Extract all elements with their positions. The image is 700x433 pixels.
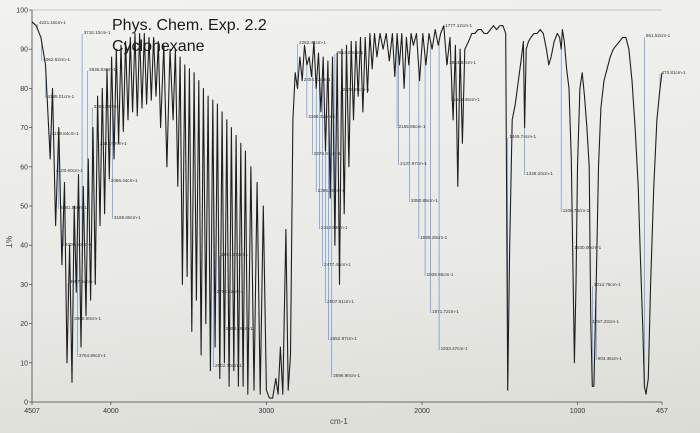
x-tick-label: 3000 (259, 408, 275, 415)
peak-label: 4100.60cm-1 (56, 168, 83, 173)
peak-label: 3716.10cm-1 (84, 30, 111, 35)
y-tick-label: 70 (20, 125, 28, 132)
peak-label: 3957.64cm-1 (70, 279, 97, 284)
y-tick-label: 90 (20, 47, 28, 54)
peak-label: 4062.62cm-1 (43, 57, 70, 62)
peak-label: 1929.56cm-1 (427, 272, 454, 277)
peak-label: 861.52cm-1 (646, 33, 671, 38)
peak-label: 2282.41cm-1 (299, 40, 326, 45)
x-tick-label: 4507 (24, 408, 40, 415)
peak-label: 2155.65cm-1 (399, 124, 426, 129)
peak-label: 2613.03cm-1 (336, 50, 363, 55)
peak-label: 4169.84cm-1 (52, 131, 79, 136)
x-tick-label: 4000 (103, 408, 119, 415)
peak-label: 3166.66cm-1 (114, 215, 141, 220)
y-tick-label: 0 (24, 400, 28, 407)
peak-label: 2376.81cm-1 (314, 151, 341, 156)
peak-label: 1108.79cm-1 (563, 208, 590, 213)
peak-label: 1871.72cm-1 (432, 309, 459, 314)
y-tick-label: 100 (16, 8, 28, 15)
peak-label: 4221.18cm-1 (39, 20, 66, 25)
x-tick-label: 1000 (570, 408, 586, 415)
peak-label: 1349.20cm-1 (526, 171, 553, 176)
y-tick-label: 60 (20, 164, 28, 171)
chart-subtitle: Cyclohexane (112, 38, 205, 55)
chart-title: Phys. Chem. Exp. 2.2 (112, 17, 267, 34)
peak-label: 3636.83cm-1 (89, 67, 116, 72)
peak-label: 2552.97cm-1 (330, 336, 357, 341)
peak-label: 1989.28cm-1 (420, 235, 447, 240)
peak-label: 1646.45cm-1 (453, 97, 480, 102)
peak-label: 1449.74cm-1 (509, 134, 536, 139)
peak-label: 4006.50cm-1 (65, 242, 92, 247)
axes: 0 10 20 30 40 50 60 70 80 90 100 4507 4000 3000 2000 10… (16, 8, 668, 416)
y-tick-label: 50 (20, 204, 28, 211)
peak-label: 1777.12cm-1 (445, 23, 472, 28)
peak-label: 1257.23cm-1 (592, 319, 619, 324)
y-tick-label: 20 (20, 321, 28, 328)
y-axis-label: %T (4, 236, 13, 248)
peak-label: 2395.40cm-1 (318, 188, 345, 193)
peak-label: 903.46cm-1 (598, 356, 623, 361)
y-tick-label: 30 (20, 282, 28, 289)
y-tick-label: 10 (20, 360, 28, 367)
x-axis-label: cm-1 (330, 417, 348, 426)
spectrum-traces (31, 21, 663, 399)
peak-label: 470.81cm-1 (661, 70, 686, 75)
peak-label: 1014.76cm-1 (594, 282, 621, 287)
peak-label: 1933.47cm-1 (441, 346, 468, 351)
y-tick-label: 80 (20, 86, 28, 93)
peak-label: 2652.26cm-1 (226, 326, 253, 331)
peak-label: 1864.82cm-1 (449, 60, 476, 65)
peak-label: 2137.97cm-1 (400, 161, 427, 166)
peak-label: 3764.88cm-1 (79, 353, 106, 358)
peak-label: 2366.32cm-1 (308, 114, 335, 119)
spectrum-line-0 (31, 21, 663, 399)
x-tick-label: 2000 (414, 408, 430, 415)
peak-label: 2477.48cm-1 (324, 262, 351, 267)
peak-label: 3900.60cm-1 (74, 316, 101, 321)
peak-label: 2596.90cm-1 (333, 373, 360, 378)
peak-label: 2507.81cm-1 (327, 299, 354, 304)
peak-label: 4185.01cm-1 (47, 94, 74, 99)
x-tick-label: 457 (656, 408, 668, 415)
peak-label: 3086.44cm-1 (111, 178, 138, 183)
peak-label: 1030.00cm-1 (574, 245, 601, 250)
peak-label: 2050.85cm-1 (411, 198, 438, 203)
peak-label: 2179.25cm-1 (343, 87, 370, 92)
y-tick-label: 40 (20, 243, 28, 250)
